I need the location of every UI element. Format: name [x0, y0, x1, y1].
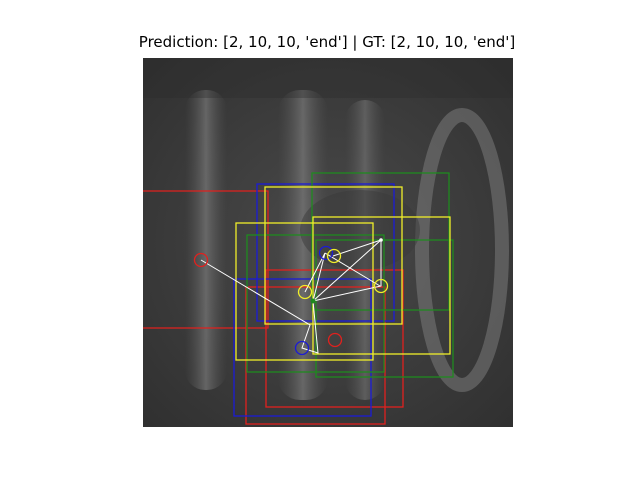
- blue-box: [233, 278, 372, 417]
- yellow-box: [312, 216, 451, 355]
- path-line: [332, 239, 382, 257]
- red-box-left-truncated: [143, 190, 269, 329]
- yellow-marker: [373, 278, 389, 294]
- blue-marker: [318, 245, 334, 261]
- green-box: [315, 239, 454, 378]
- blue-marker: [294, 340, 310, 356]
- blue-box: [256, 183, 395, 322]
- background-scan-image: [143, 58, 513, 427]
- figure-title: Prediction: [2, 10, 10, 'end'] | GT: [2,…: [138, 33, 516, 51]
- green-box: [311, 172, 450, 311]
- green-point: [310, 298, 316, 304]
- yellow-box: [235, 222, 374, 361]
- red-marker: [327, 332, 343, 348]
- white-point: [379, 238, 383, 242]
- yellow-marker: [326, 248, 342, 264]
- path-line: [200, 238, 382, 354]
- yellow-marker: [297, 284, 313, 300]
- red-marker: [193, 252, 209, 268]
- red-box: [265, 269, 404, 408]
- yellow-box: [264, 186, 403, 325]
- path-line: [324, 252, 381, 287]
